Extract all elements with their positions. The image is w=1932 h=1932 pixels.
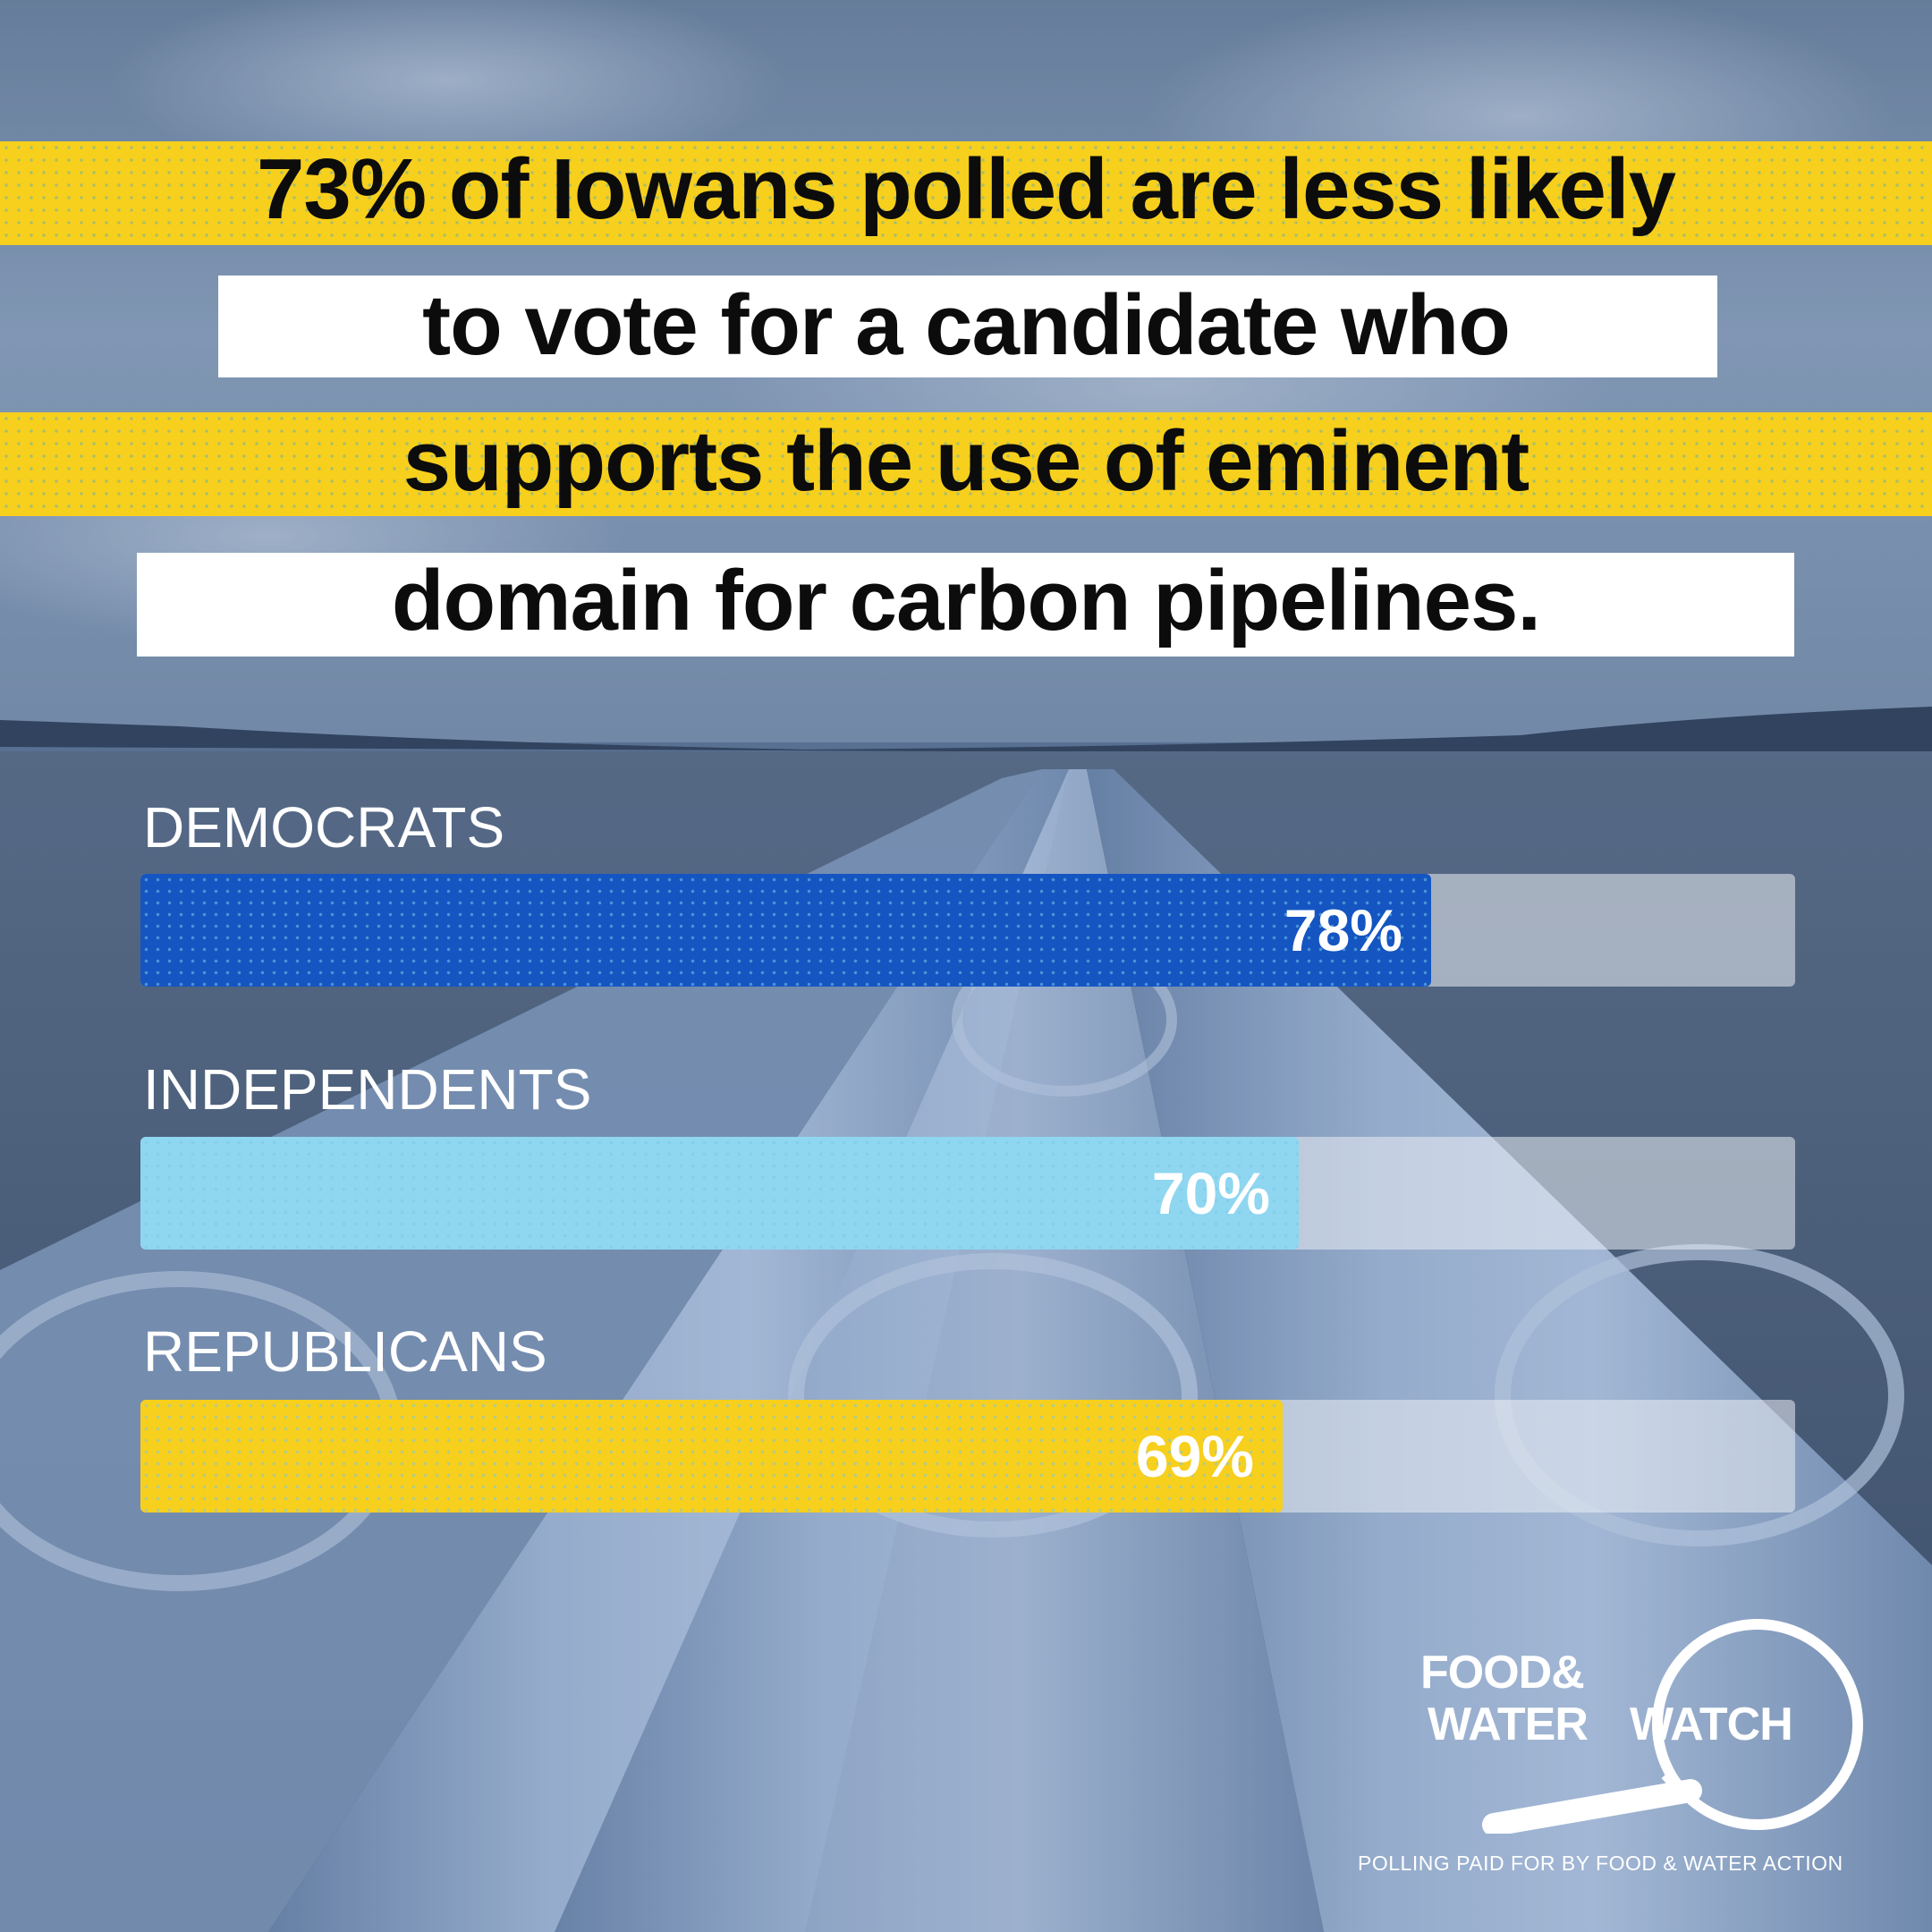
headline-line-3: supports the use of eminent (402, 413, 1530, 509)
headline-emphasis: less likely (1279, 141, 1676, 237)
bar-value-label-democrats: 78% (1284, 897, 1402, 963)
bar-democrats (140, 874, 1431, 987)
category-label-republicans: REPUBLICANS (143, 1319, 547, 1384)
category-label-independents: INDEPENDENTS (143, 1057, 592, 1122)
headline-lead: 73% of Iowans polled are (256, 141, 1280, 237)
headline-line-4: domain for carbon pipelines. (391, 553, 1541, 648)
bar-track-republicans: 69% (140, 1400, 1795, 1513)
bar-republicans (140, 1400, 1283, 1513)
bar-value-label-independents: 70% (1151, 1160, 1270, 1226)
headline-highlight-4 (137, 553, 1794, 657)
headline-line-1: 73% of Iowans polled are less likely (0, 138, 1932, 242)
magnifying-glass-icon (1482, 1619, 1863, 1834)
headline-highlight-2 (218, 275, 1717, 377)
bar-track-independents: 70% (140, 1137, 1795, 1250)
logo-word-food: FOOD& (1420, 1647, 1585, 1699)
polling-disclaimer: POLLING PAID FOR BY FOOD & WATER ACTION (1358, 1852, 1843, 1875)
bar-value-label-republicans: 69% (1135, 1423, 1254, 1489)
headline-line-2: to vote for a candidate who (422, 277, 1511, 373)
bar-independents (140, 1137, 1299, 1250)
logo-word-watch: WATCH (1630, 1699, 1793, 1750)
headline-highlight-3 (0, 412, 1932, 516)
headline-highlight-1 (0, 141, 1932, 245)
logo-word-water: WATER (1428, 1699, 1589, 1750)
food-water-watch-logo: FOOD& WATER WATCH (1413, 1601, 1878, 1834)
category-label-democrats: DEMOCRATS (143, 795, 505, 860)
bar-track-democrats: 78% (140, 874, 1795, 987)
